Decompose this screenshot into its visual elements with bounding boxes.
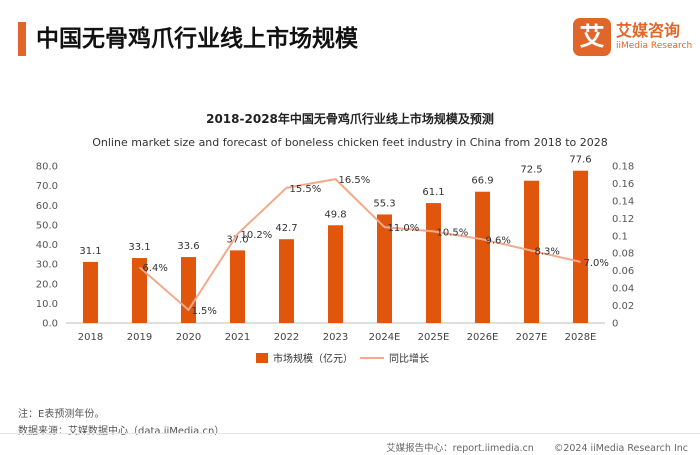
bar-value-label: 49.8 (324, 209, 346, 220)
x-tick-label: 2019 (127, 332, 152, 343)
bar-value-label: 55.3 (373, 198, 395, 209)
bar-value-label: 31.1 (79, 246, 101, 257)
growth-value-label: 11.0% (388, 223, 420, 234)
x-tick-label: 2027E (516, 332, 548, 343)
bar-value-label: 72.5 (520, 165, 542, 176)
logo-name-cn: 艾媒咨询 (616, 21, 681, 40)
iimedia-logo: 艾 艾媒咨询 iiMedia Research (573, 16, 693, 60)
bar-value-label: 77.6 (569, 155, 591, 166)
bar (279, 239, 294, 323)
y2-tick-label: 0 (612, 319, 618, 330)
y-tick-label: 60.0 (36, 201, 58, 212)
growth-value-label: 16.5% (339, 175, 371, 186)
x-tick-label: 2020 (176, 332, 201, 343)
bar (573, 170, 588, 323)
growth-value-label: 8.3% (535, 247, 560, 258)
x-tick-label: 2022 (274, 332, 299, 343)
bar-value-label: 42.7 (275, 223, 297, 234)
growth-line (138, 178, 581, 312)
y-tick-label: 40.0 (36, 240, 58, 251)
x-tick-label: 2028E (565, 332, 597, 343)
y-tick-label: 30.0 (36, 260, 58, 271)
y2-tick-label: 0.06 (612, 266, 634, 277)
bar-value-label: 33.1 (128, 242, 150, 253)
bar (230, 250, 245, 323)
chart-title: 2018-2028年中国无骨鸡爪行业线上市场规模及预测 (206, 111, 494, 126)
growth-value-label: 7.0% (584, 258, 609, 269)
y2-tick-label: 0.08 (612, 249, 634, 260)
x-tick-label: 2025E (418, 332, 450, 343)
legend-bar-label: 市场规模（亿元） (273, 352, 353, 365)
y-tick-label: 10.0 (36, 299, 58, 310)
bar (377, 214, 392, 323)
title-accent-bar (18, 22, 26, 56)
x-tick-label: 2024E (369, 332, 401, 343)
chart-subtitle: Online market size and forecast of bonel… (92, 136, 608, 149)
bar (328, 225, 343, 323)
x-tick-label: 2021 (225, 332, 250, 343)
footer-copyright: ©2024 iiMedia Research Inc (553, 443, 688, 454)
y2-tick-label: 0.16 (612, 179, 634, 190)
y2-tick-label: 0.02 (612, 301, 634, 312)
y-tick-label: 70.0 (36, 181, 58, 192)
bar-value-label: 61.1 (422, 187, 444, 198)
y-tick-label: 80.0 (36, 162, 58, 173)
source-text: 数据来源：艾媒数据中心（data.iiMedia.cn） (18, 426, 225, 437)
growth-value-label: 15.5% (290, 184, 322, 195)
bar (426, 203, 441, 323)
bar-value-label: 37.0 (226, 234, 248, 245)
x-tick-label: 2018 (78, 332, 103, 343)
growth-value-label: 10.5% (437, 227, 469, 238)
y2-tick-label: 0.14 (612, 196, 634, 207)
y-tick-label: 50.0 (36, 220, 58, 231)
bar (524, 180, 539, 323)
growth-value-label: 1.5% (192, 306, 217, 317)
logo-name-en: iiMedia Research (616, 41, 693, 51)
bar-value-label: 33.6 (177, 241, 199, 252)
page-title: 中国无骨鸡爪行业线上市场规模 (36, 26, 358, 52)
y2-tick-label: 0.12 (612, 214, 634, 225)
footer-divider (0, 433, 700, 434)
y-tick-label: 20.0 (36, 279, 58, 290)
y-tick-label: 0.0 (42, 319, 58, 330)
bar (132, 258, 147, 323)
y2-tick-label: 0.1 (612, 231, 628, 242)
y2-tick-label: 0.18 (612, 162, 634, 173)
growth-value-label: 9.6% (486, 235, 511, 246)
growth-value-label: 10.2% (241, 230, 273, 241)
bar (83, 261, 98, 323)
note-text: 注：E表预测年份。 (18, 409, 105, 420)
growth-value-label: 6.4% (143, 263, 168, 274)
y2-tick-label: 0.04 (612, 284, 634, 295)
legend-bar-swatch (256, 353, 268, 363)
footer-report-link[interactable]: 艾媒报告中心：report.iimedia.cn (386, 443, 534, 454)
bar-value-label: 66.9 (471, 176, 493, 187)
x-tick-label: 2023 (323, 332, 348, 343)
footer: 艾媒报告中心：report.iimedia.cn ©2024 iiMedia Re… (386, 440, 688, 454)
legend-line-label: 同比增长 (389, 352, 429, 365)
x-tick-label: 2026E (467, 332, 499, 343)
logo-mark: 艾 (573, 18, 611, 56)
bar (475, 191, 490, 323)
